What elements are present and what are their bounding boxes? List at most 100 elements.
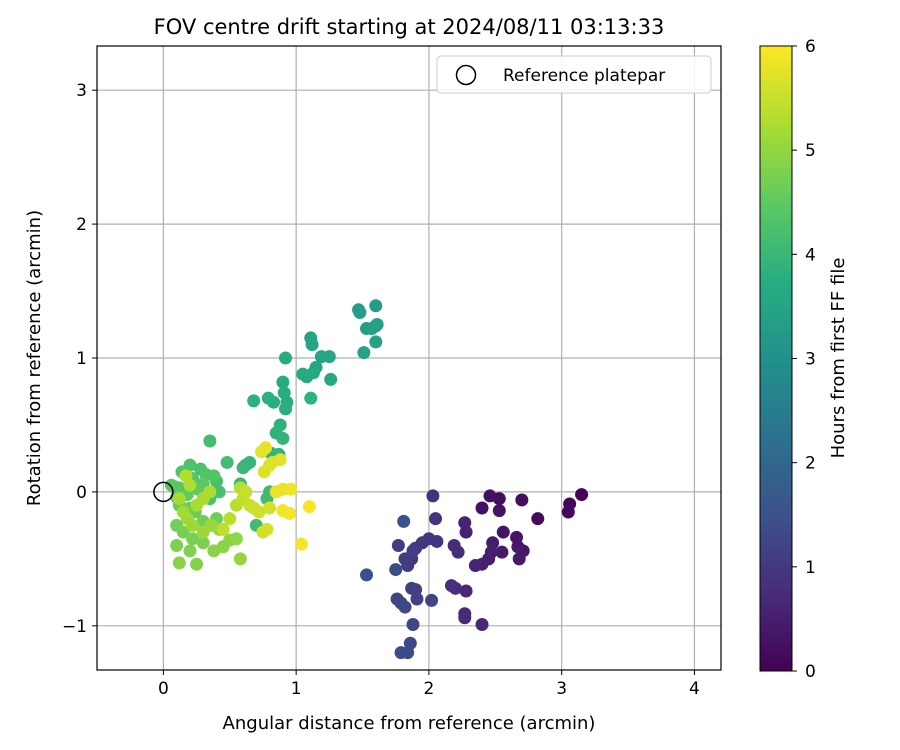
data-point — [176, 505, 190, 519]
data-point — [353, 305, 367, 319]
data-point — [324, 372, 338, 386]
data-point — [531, 512, 545, 526]
y-axis-label: Rotation from reference (arcmin) — [24, 210, 45, 506]
data-point — [236, 461, 250, 475]
grid-lines — [97, 46, 721, 670]
data-point — [425, 593, 439, 607]
data-point — [276, 375, 290, 389]
y-tick-label: 3 — [76, 81, 87, 101]
data-point — [451, 545, 465, 559]
data-point — [261, 391, 275, 405]
data-point — [190, 557, 204, 571]
colorbar-tick-label: 0 — [805, 662, 816, 682]
data-point — [212, 485, 226, 499]
data-point — [475, 501, 489, 515]
data-point — [170, 538, 184, 552]
data-point — [300, 370, 314, 384]
data-point — [495, 545, 509, 559]
data-point — [398, 600, 412, 614]
data-point — [357, 346, 371, 360]
y-tick-label: 2 — [76, 215, 87, 235]
data-point — [186, 532, 200, 546]
data-point — [575, 488, 589, 502]
data-point — [360, 568, 374, 582]
data-point — [459, 584, 473, 598]
reference-marker-group — [153, 481, 174, 503]
data-point — [276, 431, 290, 445]
data-point — [369, 335, 383, 349]
chart-title: FOV centre drift starting at 2024/08/11 … — [154, 15, 665, 39]
x-tick-label: 0 — [158, 679, 169, 699]
x-axis-label: Angular distance from reference (arcmin) — [223, 713, 596, 734]
data-point — [512, 552, 526, 566]
data-point — [233, 552, 247, 566]
data-point — [172, 556, 186, 570]
data-point — [406, 617, 420, 631]
data-point — [176, 525, 190, 539]
data-point — [369, 299, 383, 313]
data-point — [398, 552, 412, 566]
data-point — [223, 512, 237, 526]
data-points — [164, 299, 589, 660]
data-point — [429, 512, 443, 526]
data-point — [410, 592, 424, 606]
colorbar-tick-label: 4 — [805, 245, 816, 265]
data-point — [196, 525, 210, 539]
colorbar-tick-label: 3 — [805, 350, 816, 370]
data-point — [304, 391, 318, 405]
data-point — [389, 563, 403, 577]
reference-platepar-marker — [153, 481, 174, 503]
data-point — [216, 522, 230, 536]
legend-entry-label: Reference platepar — [503, 66, 665, 86]
x-tick-label: 4 — [689, 679, 700, 699]
data-point — [483, 489, 497, 503]
data-point — [229, 532, 243, 546]
colorbar — [759, 45, 793, 672]
data-point — [475, 617, 489, 631]
data-point — [448, 581, 462, 595]
data-point — [294, 537, 308, 551]
colorbar-tick-label: 6 — [805, 37, 816, 57]
data-point — [468, 559, 482, 573]
data-point — [302, 500, 316, 514]
data-point — [196, 536, 210, 550]
legend-marker-open-circle — [455, 64, 477, 86]
y-tick-label: 1 — [76, 349, 87, 369]
colorbar-label: Hours from first FF file — [828, 258, 849, 459]
data-point — [273, 453, 287, 467]
data-point — [279, 402, 293, 416]
y-tick-label: −1 — [62, 617, 87, 637]
data-point — [183, 544, 197, 558]
data-point — [496, 525, 510, 539]
data-point — [492, 504, 506, 518]
x-tick-label: 2 — [424, 679, 435, 699]
colorbar-tick-label: 1 — [805, 558, 816, 578]
data-point — [263, 501, 277, 515]
data-point — [284, 482, 298, 496]
data-point — [259, 441, 273, 455]
colorbar-ticks: 0 1 2 3 4 5 6 — [792, 37, 816, 682]
legend-box — [436, 55, 712, 94]
data-point — [458, 611, 472, 625]
data-point — [426, 489, 440, 503]
data-point — [207, 469, 221, 483]
x-tick-label: 3 — [556, 679, 567, 699]
data-point — [391, 538, 405, 552]
data-point — [260, 522, 274, 536]
data-point — [172, 492, 186, 506]
data-point — [397, 514, 411, 528]
data-point — [394, 646, 408, 660]
legend: Reference platepar — [436, 55, 712, 94]
y-tick-label: 0 — [76, 483, 87, 503]
data-point — [247, 394, 261, 408]
data-point — [179, 469, 193, 483]
data-point — [239, 485, 253, 499]
data-point — [515, 493, 529, 507]
y-axis-ticks: −1 0 1 2 3 — [62, 81, 97, 637]
data-point — [220, 455, 234, 469]
x-axis-ticks: 0 1 2 3 4 — [158, 670, 700, 699]
data-point — [406, 544, 420, 558]
data-point — [279, 351, 293, 365]
data-point — [283, 506, 297, 520]
